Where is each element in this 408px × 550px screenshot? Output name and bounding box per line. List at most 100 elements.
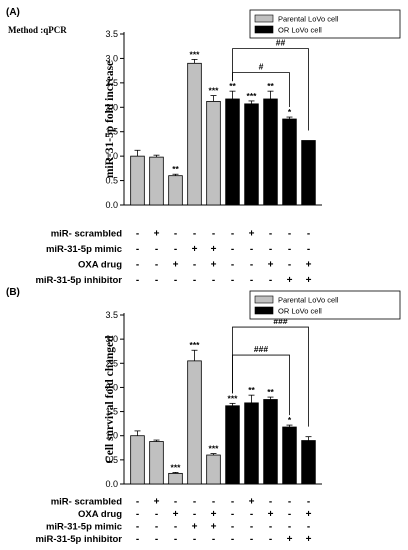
- bar: [301, 140, 316, 206]
- legend-swatch: [254, 306, 274, 315]
- condition-mark: -: [136, 534, 139, 545]
- bar: [187, 360, 202, 485]
- legend: Parental LoVo cell OR LoVo cell: [249, 290, 401, 320]
- condition-label: miR-31-5p inhibitor: [35, 275, 122, 286]
- condition-mark: -: [231, 244, 234, 255]
- condition-mark: -: [307, 497, 310, 508]
- y-tick-label: 2.5: [105, 78, 118, 88]
- condition-mark: -: [155, 522, 158, 533]
- condition-mark: -: [231, 522, 234, 533]
- condition-mark: -: [193, 229, 196, 240]
- bar: [244, 103, 259, 206]
- comparison-bracket: [232, 354, 290, 416]
- condition-label: miR- scrambled: [51, 497, 122, 508]
- comparison-bracket: [232, 48, 309, 131]
- condition-label: miR-31-5p inhibitor: [35, 534, 122, 545]
- condition-mark: -: [250, 509, 253, 520]
- condition-mark: -: [136, 522, 139, 533]
- condition-mark: +: [211, 509, 217, 520]
- y-tick-label: 0.0: [105, 200, 118, 210]
- significance-label: **: [267, 387, 274, 397]
- y-tick-label: 2.0: [105, 382, 118, 392]
- condition-mark: -: [231, 534, 234, 545]
- comparison-bracket: [232, 72, 290, 108]
- condition-mark: -: [250, 275, 253, 286]
- significance-label: ***: [247, 91, 258, 101]
- legend-entry: Parental LoVo cell: [278, 15, 339, 24]
- condition-mark: -: [155, 534, 158, 545]
- condition-mark: -: [136, 275, 139, 286]
- legend-box: [249, 290, 401, 320]
- condition-mark: -: [269, 275, 272, 286]
- significance-label: **: [172, 164, 179, 174]
- condition-label: miR-31-5p mimic: [46, 244, 122, 255]
- significance-label: *: [288, 107, 292, 117]
- condition-mark: +: [306, 509, 312, 520]
- condition-mark: -: [193, 275, 196, 286]
- bar: [168, 175, 183, 206]
- condition-label: miR-31-5p mimic: [46, 522, 122, 533]
- condition-mark: +: [268, 509, 274, 520]
- condition-mark: -: [155, 509, 158, 520]
- condition-mark: +: [211, 260, 217, 271]
- condition-mark: +: [173, 509, 179, 520]
- bar: [225, 405, 240, 485]
- y-tick-label: 3.5: [105, 29, 118, 39]
- bar: [206, 454, 221, 485]
- y-tick-label: 0.5: [105, 455, 118, 465]
- chart-panel-b: (B) Cell survival fold changed 0.0 0.5 1.0 1.…: [6, 287, 401, 545]
- condition-mark: +: [249, 229, 255, 240]
- y-tick-label: 1.5: [105, 127, 118, 137]
- significance-label: ***: [209, 444, 220, 454]
- condition-mark: -: [212, 534, 215, 545]
- bar: [130, 155, 145, 206]
- condition-label: miR- scrambled: [51, 229, 122, 240]
- condition-mark: -: [307, 244, 310, 255]
- condition-mark: -: [269, 229, 272, 240]
- condition-mark: -: [136, 509, 139, 520]
- condition-mark: -: [193, 534, 196, 545]
- y-tick-label: 3.0: [105, 53, 118, 63]
- condition-mark: -: [193, 509, 196, 520]
- condition-mark: -: [193, 260, 196, 271]
- y-tick-label: 2.5: [105, 358, 118, 368]
- condition-label: OXA drug: [78, 260, 122, 271]
- y-tick-label: 0.0: [105, 479, 118, 489]
- panel-label: (A): [6, 7, 20, 18]
- condition-mark: +: [306, 534, 312, 545]
- y-tick-label: 1.0: [105, 431, 118, 441]
- condition-mark: -: [174, 275, 177, 286]
- condition-mark: -: [136, 497, 139, 508]
- condition-mark: -: [250, 244, 253, 255]
- legend: Parental LoVo cell OR LoVo cell: [249, 9, 401, 39]
- condition-mark: +: [211, 522, 217, 533]
- bar: [206, 101, 221, 206]
- y-tick-label: 3.5: [105, 310, 118, 320]
- condition-mark: -: [307, 522, 310, 533]
- y-tick-label: 3.0: [105, 334, 118, 344]
- condition-mark: -: [288, 260, 291, 271]
- condition-mark: +: [154, 497, 160, 508]
- significance-label: **: [248, 385, 255, 395]
- condition-mark: -: [136, 244, 139, 255]
- significance-label: *: [288, 415, 292, 425]
- y-axis-label: Cell survival fold changed: [104, 335, 116, 464]
- legend-box: [249, 9, 401, 39]
- condition-mark: +: [154, 229, 160, 240]
- condition-mark: +: [306, 275, 312, 286]
- y-axis-label: miR-31-5p fold increase: [104, 61, 116, 178]
- condition-mark: -: [250, 534, 253, 545]
- legend-swatch: [254, 295, 274, 304]
- condition-mark: +: [249, 497, 255, 508]
- condition-mark: -: [212, 497, 215, 508]
- condition-mark: -: [250, 260, 253, 271]
- condition-mark: +: [192, 244, 198, 255]
- bar: [149, 156, 164, 206]
- panel-label: (B): [6, 287, 20, 298]
- condition-mark: -: [288, 229, 291, 240]
- y-tick-label: 0.5: [105, 176, 118, 186]
- condition-mark: -: [155, 244, 158, 255]
- legend-entry: Parental LoVo cell: [278, 296, 339, 305]
